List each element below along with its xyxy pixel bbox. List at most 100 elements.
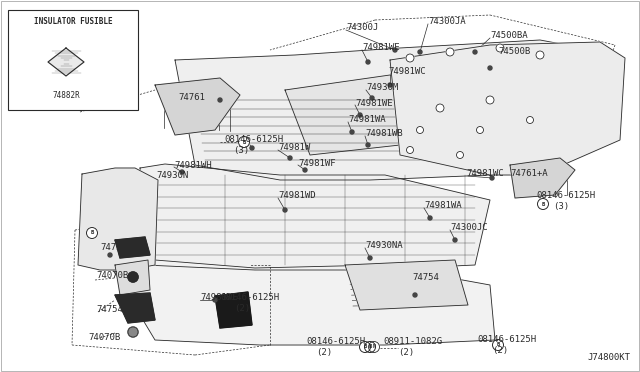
Circle shape [213,298,217,302]
Text: INSULATOR FUSIBLE: INSULATOR FUSIBLE [34,17,112,26]
Circle shape [368,256,372,260]
Circle shape [418,50,422,54]
Polygon shape [390,42,625,175]
Text: 74754N: 74754N [100,244,132,253]
Circle shape [388,83,392,87]
Polygon shape [155,78,240,135]
Text: B: B [364,344,367,350]
Circle shape [350,130,354,134]
Text: 08146-6125H: 08146-6125H [220,294,279,302]
Polygon shape [345,260,468,310]
Circle shape [369,341,380,353]
Text: 74070B: 74070B [88,333,120,341]
Circle shape [413,293,417,297]
Text: 74882R: 74882R [52,92,80,100]
Text: 74981WD: 74981WD [278,192,316,201]
Text: 08146-6125H: 08146-6125H [306,337,365,346]
Circle shape [406,54,414,62]
Polygon shape [115,260,150,295]
Text: 74981WF: 74981WF [298,158,335,167]
Circle shape [527,116,534,124]
Text: (2): (2) [492,346,508,355]
Polygon shape [115,293,155,323]
Text: 74981WE: 74981WE [362,44,399,52]
Text: 74981WA: 74981WA [424,202,461,211]
Circle shape [490,176,494,180]
Text: 74981WH: 74981WH [174,160,212,170]
Circle shape [303,168,307,172]
Text: 74981WE: 74981WE [200,294,237,302]
Circle shape [239,137,250,148]
Circle shape [393,48,397,52]
Circle shape [128,327,138,337]
Circle shape [496,44,504,52]
Circle shape [473,50,477,54]
Polygon shape [175,40,620,180]
Text: 74930NA: 74930NA [365,241,403,250]
Circle shape [453,238,457,242]
Text: (2): (2) [316,347,332,356]
Text: 74981W: 74981W [278,144,310,153]
Text: B: B [90,231,93,235]
Text: 74930N: 74930N [156,171,188,180]
Text: B: B [369,344,372,350]
Text: 74981WA: 74981WA [348,115,386,125]
Circle shape [128,272,138,282]
Text: (3): (3) [233,145,249,154]
Text: 74070B: 74070B [96,270,128,279]
Text: 08911-1082G: 08911-1082G [383,337,442,346]
Circle shape [366,60,370,64]
Circle shape [128,327,138,337]
Text: 74300J: 74300J [346,23,378,32]
Text: 74300JC: 74300JC [450,224,488,232]
Text: 74761: 74761 [178,93,205,102]
Text: 74500B: 74500B [498,48,531,57]
Text: 08146-6125H: 08146-6125H [477,336,536,344]
Text: 74981WB: 74981WB [365,129,403,138]
Circle shape [488,66,492,70]
Polygon shape [110,260,495,345]
Text: (2): (2) [234,304,250,312]
Text: 74300JA: 74300JA [428,17,466,26]
Text: J74800KT: J74800KT [587,353,630,362]
Circle shape [538,199,548,209]
Circle shape [218,98,222,102]
Polygon shape [510,158,575,198]
Text: 74981WC: 74981WC [466,170,504,179]
Text: B: B [243,140,246,144]
Text: N: N [372,344,376,350]
Text: (2): (2) [398,347,414,356]
Text: (3): (3) [553,202,569,211]
Circle shape [365,341,376,353]
Circle shape [250,146,254,150]
Circle shape [108,253,112,257]
Circle shape [417,126,424,134]
Circle shape [360,341,371,353]
Circle shape [366,143,370,147]
Polygon shape [215,292,252,328]
Text: B: B [541,202,545,206]
Text: 74981WC: 74981WC [388,67,426,77]
Circle shape [436,104,444,112]
Text: 74981WE: 74981WE [355,99,392,108]
Text: 74761+A: 74761+A [510,170,548,179]
Polygon shape [140,164,490,270]
Circle shape [288,156,292,160]
Polygon shape [48,48,84,76]
Circle shape [370,96,374,100]
Bar [8,10,138,110]
Polygon shape [78,168,158,270]
Circle shape [180,170,184,174]
Circle shape [283,208,287,212]
Polygon shape [115,237,150,258]
Text: B: B [497,343,500,347]
Text: 74754: 74754 [412,273,439,282]
Circle shape [477,126,483,134]
Text: 08146-6125H: 08146-6125H [224,135,283,144]
Text: 74754G: 74754G [96,305,128,314]
Text: 74930M: 74930M [366,83,398,93]
Circle shape [358,113,362,117]
Circle shape [456,151,463,158]
Text: 08146-6125H: 08146-6125H [536,192,595,201]
Circle shape [536,51,544,59]
